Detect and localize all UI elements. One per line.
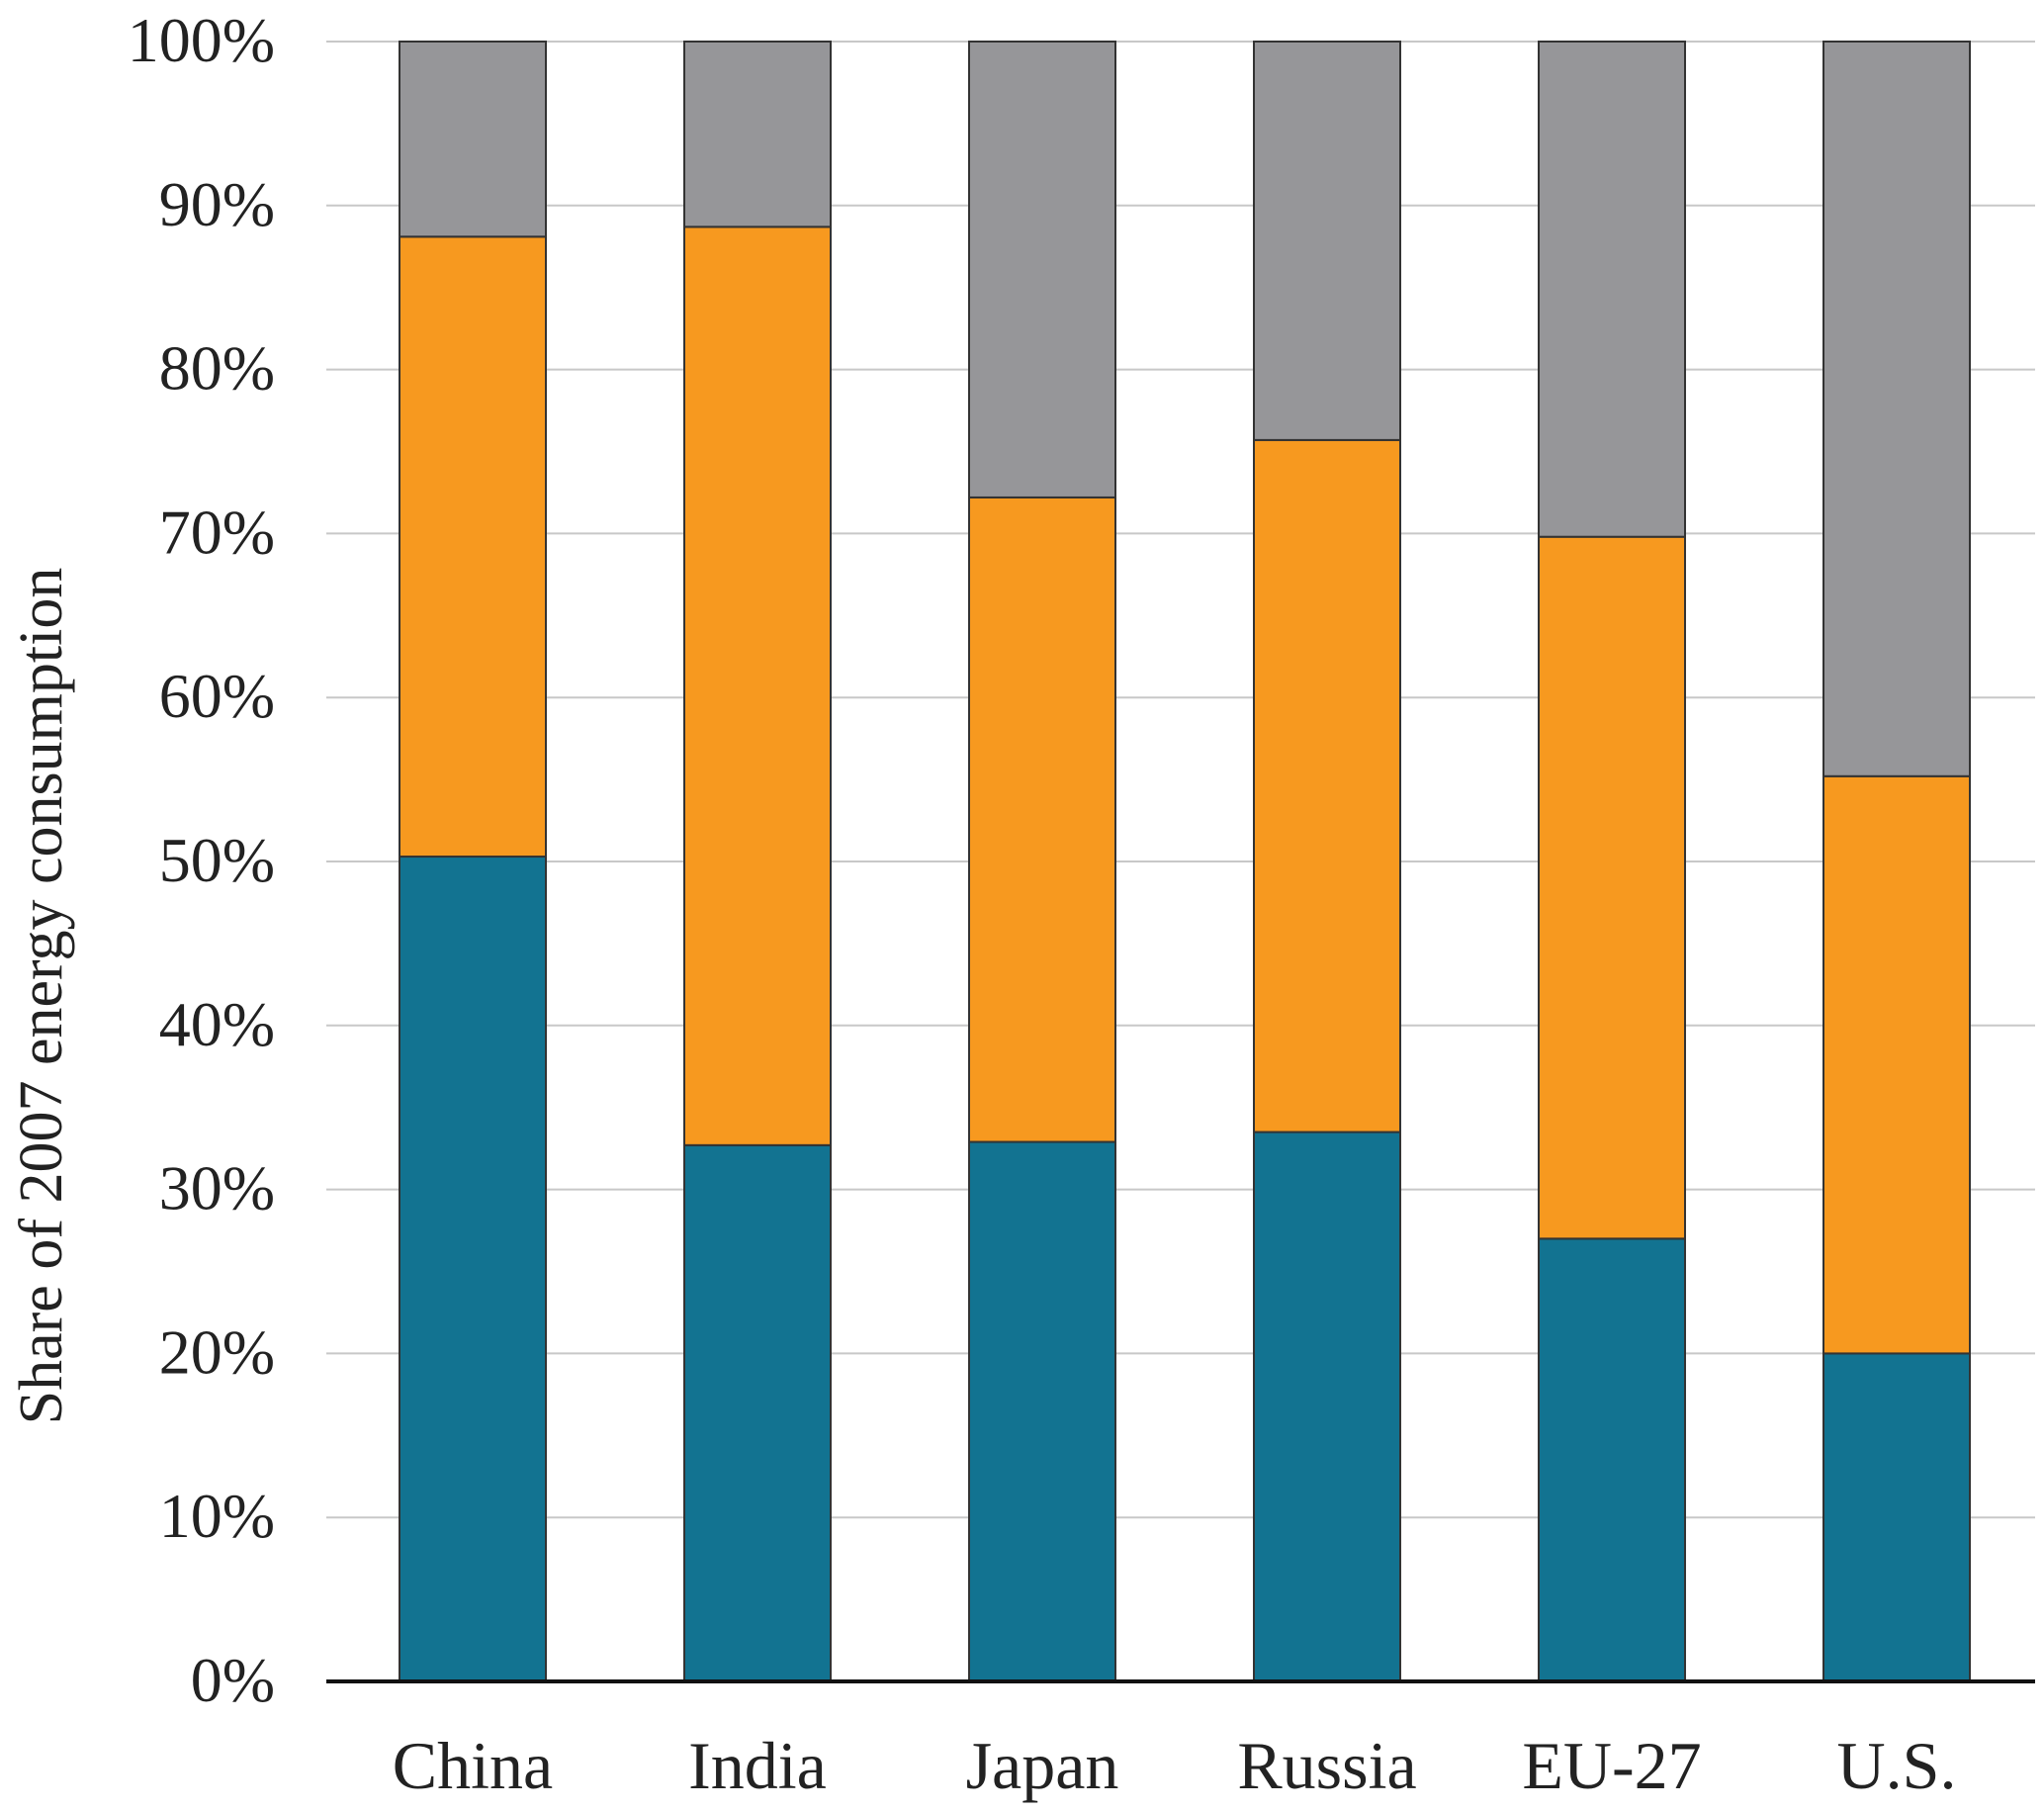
bar-stack [969, 42, 1115, 1681]
y-tick-label: 90% [159, 169, 275, 239]
bar-segment [1254, 440, 1400, 1132]
y-axis-title: Share of 2007 energy consumption [8, 568, 75, 1425]
x-tick-label: U.S. [1837, 1728, 1957, 1803]
bar-segment [400, 236, 546, 857]
bar-stack [1823, 42, 1970, 1681]
x-tick-label: China [393, 1728, 553, 1803]
bar-stack [400, 42, 546, 1681]
y-tick-label: 10% [159, 1481, 275, 1551]
y-tick-label: 40% [159, 989, 275, 1059]
x-tick-label: Japan [966, 1728, 1119, 1803]
bar-segment [684, 226, 831, 1144]
bar-segment [1539, 42, 1685, 537]
bar-segment [969, 1142, 1115, 1681]
y-tick-label: 80% [159, 333, 275, 404]
y-tick-label: 0% [191, 1645, 275, 1715]
bar-segment [684, 42, 831, 226]
bar-segment [1823, 1353, 1970, 1681]
bar-segment [1254, 42, 1400, 440]
bar-segment [684, 1145, 831, 1681]
y-tick-label: 70% [159, 497, 275, 567]
y-tick-label: 50% [159, 825, 275, 895]
y-tick-label: 60% [159, 661, 275, 731]
bar-segment [969, 498, 1115, 1142]
bar-segment [969, 42, 1115, 498]
bar-segment [1254, 1132, 1400, 1681]
bar-segment [1823, 42, 1970, 776]
bar-stack [1254, 42, 1400, 1681]
y-tick-label: 30% [159, 1153, 275, 1223]
bar-segment [400, 857, 546, 1681]
bar-segment [400, 42, 546, 236]
x-tick-label: Russia [1237, 1728, 1416, 1803]
gridlines [326, 42, 2035, 1517]
bar-stack [1539, 42, 1685, 1681]
bar-segment [1539, 1238, 1685, 1681]
x-tick-label: India [688, 1728, 827, 1803]
bar-segment [1539, 537, 1685, 1239]
bar-stack [684, 42, 831, 1681]
bar-segment [1823, 776, 1970, 1354]
y-tick-label: 100% [128, 5, 275, 75]
y-tick-label: 20% [159, 1316, 275, 1387]
x-tick-label: EU-27 [1522, 1728, 1701, 1803]
